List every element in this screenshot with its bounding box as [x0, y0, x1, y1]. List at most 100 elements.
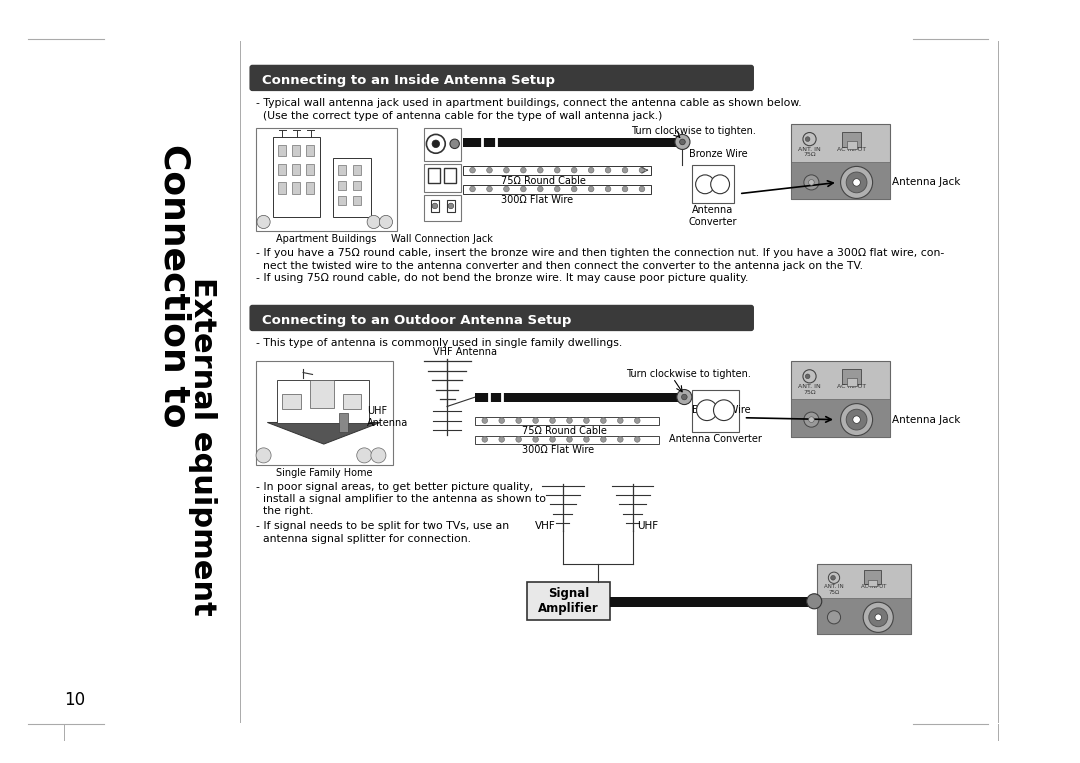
Circle shape [853, 416, 861, 423]
Text: Apartment Buildings: Apartment Buildings [276, 234, 377, 244]
Circle shape [356, 448, 372, 463]
Circle shape [840, 404, 873, 436]
Circle shape [807, 594, 822, 609]
Circle shape [840, 166, 873, 198]
Circle shape [487, 186, 492, 192]
Bar [842, 369, 861, 384]
Text: Turn clockwise to tighten.: Turn clockwise to tighten. [631, 126, 756, 136]
Bar [339, 413, 348, 432]
Text: (Use the correct type of antenna cable for the type of wall antenna jack.): (Use the correct type of antenna cable f… [256, 111, 662, 121]
Circle shape [499, 417, 504, 423]
Bar [475, 436, 659, 444]
Circle shape [499, 436, 504, 443]
Circle shape [806, 137, 810, 141]
Text: AC INPUT: AC INPUT [837, 146, 866, 152]
Circle shape [802, 370, 816, 383]
Text: Wall Connection Jack: Wall Connection Jack [391, 234, 494, 244]
Circle shape [427, 134, 445, 153]
Circle shape [679, 139, 686, 145]
Circle shape [538, 167, 543, 173]
Circle shape [367, 215, 380, 229]
Text: - If signal needs to be split for two TVs, use an: - If signal needs to be split for two TV… [256, 521, 509, 531]
Circle shape [450, 139, 459, 149]
Bar [310, 380, 334, 408]
Text: the right.: the right. [256, 506, 313, 517]
Bar [292, 145, 300, 156]
Circle shape [622, 167, 627, 173]
Text: 75Ω Round Cable: 75Ω Round Cable [501, 175, 585, 186]
Text: Signal
Amplifier: Signal Amplifier [538, 588, 599, 615]
Circle shape [550, 436, 555, 443]
Bar [423, 195, 461, 221]
Bar [306, 182, 314, 194]
Bar [868, 580, 877, 586]
Circle shape [696, 175, 715, 194]
Bar [475, 393, 683, 402]
Bar [847, 141, 856, 149]
Text: AC INPUT: AC INPUT [837, 384, 866, 389]
Circle shape [538, 186, 543, 192]
Circle shape [618, 436, 623, 443]
Circle shape [516, 417, 522, 423]
Circle shape [532, 436, 539, 443]
Circle shape [257, 215, 270, 229]
Circle shape [634, 417, 640, 423]
Bar [527, 582, 610, 620]
Circle shape [711, 175, 729, 194]
Circle shape [802, 133, 816, 146]
Circle shape [804, 175, 819, 190]
Circle shape [828, 572, 839, 584]
Bar [791, 361, 890, 436]
Bar [256, 361, 392, 465]
Bar [282, 394, 301, 409]
Text: UHF: UHF [637, 521, 659, 531]
Text: - In poor signal areas, to get better picture quality,: - In poor signal areas, to get better pi… [256, 481, 534, 491]
Text: ANT. IN
75Ω: ANT. IN 75Ω [798, 384, 821, 394]
Circle shape [521, 186, 526, 192]
Text: - If you have a 75Ω round cable, insert the bronze wire and then tighten the con: - If you have a 75Ω round cable, insert … [256, 248, 944, 259]
Circle shape [827, 610, 840, 624]
Bar [342, 394, 362, 409]
Text: - This type of antenna is commonly used in single family dwellings.: - This type of antenna is commonly used … [256, 338, 622, 348]
Circle shape [571, 186, 577, 192]
Text: Bronze Wire: Bronze Wire [692, 404, 751, 414]
Bar [692, 166, 734, 203]
Circle shape [554, 167, 561, 173]
Text: Connecting to an Outdoor Antenna Setup: Connecting to an Outdoor Antenna Setup [261, 314, 571, 327]
Text: 300Ω Flat Wire: 300Ω Flat Wire [501, 195, 572, 204]
Bar [334, 158, 370, 217]
Circle shape [847, 409, 867, 430]
Bar [423, 128, 461, 161]
Bar [447, 201, 455, 211]
Circle shape [863, 602, 893, 633]
FancyBboxPatch shape [249, 304, 754, 331]
Bar [463, 166, 651, 175]
Circle shape [487, 167, 492, 173]
Circle shape [622, 186, 627, 192]
Bar [423, 163, 461, 192]
Bar [463, 138, 678, 146]
Text: Turn clockwise to tighten.: Turn clockwise to tighten. [626, 369, 751, 378]
Text: Connecting to an Inside Antenna Setup: Connecting to an Inside Antenna Setup [261, 74, 555, 87]
Bar [306, 163, 314, 175]
Text: Connection to: Connection to [158, 144, 191, 428]
Text: 75Ω Round Cable: 75Ω Round Cable [523, 427, 607, 436]
Text: AC INPUT: AC INPUT [861, 584, 887, 589]
Circle shape [605, 186, 611, 192]
Bar [818, 564, 912, 634]
FancyBboxPatch shape [249, 65, 754, 91]
Circle shape [521, 167, 526, 173]
Bar [273, 137, 320, 217]
Circle shape [589, 186, 594, 192]
Bar [791, 399, 890, 436]
Bar [864, 570, 881, 584]
Text: Antenna Jack: Antenna Jack [892, 178, 961, 188]
Bar [791, 124, 890, 199]
Bar [353, 195, 362, 205]
Circle shape [554, 186, 561, 192]
Bar [818, 597, 912, 634]
Text: 10: 10 [64, 691, 85, 709]
Circle shape [256, 448, 271, 463]
Bar [338, 195, 347, 205]
Circle shape [809, 179, 814, 185]
